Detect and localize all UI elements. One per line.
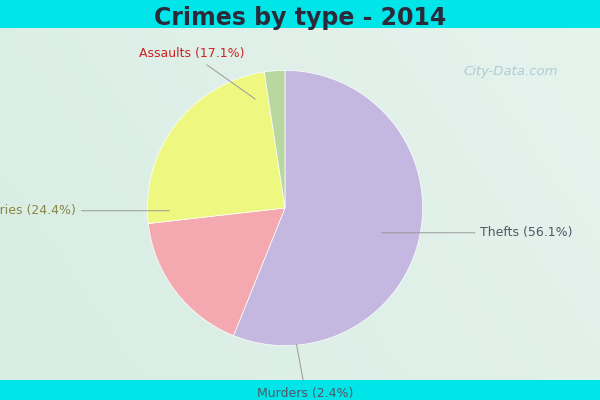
Text: City-Data.com: City-Data.com: [464, 66, 558, 78]
Text: Murders (2.4%): Murders (2.4%): [257, 344, 354, 400]
Text: Assaults (17.1%): Assaults (17.1%): [139, 47, 255, 99]
Wedge shape: [148, 72, 285, 224]
Text: Crimes by type - 2014: Crimes by type - 2014: [154, 6, 446, 30]
Wedge shape: [148, 208, 285, 336]
Wedge shape: [265, 70, 285, 208]
Wedge shape: [233, 70, 422, 346]
Text: Burglaries (24.4%): Burglaries (24.4%): [0, 204, 169, 217]
Text: Thefts (56.1%): Thefts (56.1%): [382, 226, 573, 239]
